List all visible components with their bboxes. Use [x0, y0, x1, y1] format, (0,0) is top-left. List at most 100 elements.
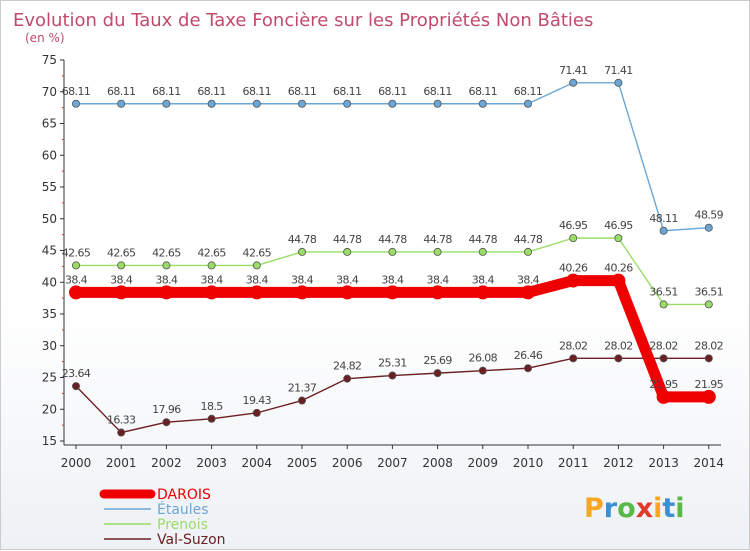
proxiti-logo: Proxiti [584, 493, 685, 524]
data-label: 21.95 [649, 378, 678, 391]
data-label: 28.02 [559, 339, 588, 352]
data-point [343, 247, 352, 256]
data-label: 38.4 [246, 273, 269, 286]
data-label: 68.11 [423, 85, 452, 98]
x-tick-label: 2008 [422, 456, 453, 470]
data-point [297, 396, 306, 405]
data-point [207, 261, 216, 270]
x-tick-label: 2000 [61, 456, 92, 470]
x-tick-label: 2003 [196, 456, 227, 470]
data-point [162, 261, 171, 270]
x-ticks: 2000 2001 2002 2003 2004 2005 2006 2007 2008 2009… [61, 445, 724, 470]
data-label: 26.46 [514, 349, 543, 362]
x-tick-label: 2007 [377, 456, 408, 470]
data-label: 40.26 [559, 262, 588, 275]
y-ticks: 15 20 25 30 35 40 45 50 55 60 65 70 75 [42, 53, 64, 448]
data-point [478, 366, 487, 375]
data-point [297, 99, 306, 108]
data-label: 42.65 [62, 246, 91, 259]
data-label: 68.11 [197, 85, 226, 98]
legend-label: DAROIS [157, 487, 211, 503]
y-tick-label: 75 [42, 53, 57, 67]
data-label: 25.31 [378, 357, 407, 370]
data-point [114, 285, 129, 300]
x-tick-label: 2012 [603, 456, 634, 470]
data-point [475, 285, 490, 300]
data-point [388, 247, 397, 256]
data-point [433, 99, 442, 108]
data-point [385, 285, 400, 300]
data-label: 68.11 [152, 85, 181, 98]
data-label: 71.41 [604, 64, 633, 77]
data-point [656, 389, 671, 404]
x-tick-label: 2002 [151, 456, 182, 470]
legend-label: Étaules [157, 501, 209, 518]
data-label: 40.26 [604, 262, 633, 275]
legend-label: Val-Suzon [157, 532, 226, 548]
data-label: 38.4 [472, 273, 495, 286]
data-label: 26.08 [469, 352, 498, 365]
data-point [117, 99, 126, 108]
y-tick-label: 15 [42, 434, 57, 448]
y-tick-label: 20 [42, 402, 57, 416]
data-label: 68.11 [469, 85, 498, 98]
y-tick-label: 65 [42, 117, 57, 131]
data-point [569, 354, 578, 363]
x-tick-label: 2013 [648, 456, 679, 470]
data-point [252, 261, 261, 270]
y-tick-label: 30 [42, 339, 57, 353]
y-tick-label: 50 [42, 212, 57, 226]
x-tick-label: 2004 [242, 456, 273, 470]
logo-letter: r [604, 493, 618, 524]
x-tick-label: 2001 [106, 456, 137, 470]
y-tick-label: 25 [42, 371, 57, 385]
data-point [478, 99, 487, 108]
series-layer [69, 78, 716, 437]
legend-label: Prenois [157, 517, 208, 533]
y-tick-label: 35 [42, 307, 57, 321]
data-point [659, 226, 668, 235]
y-tick-label: 40 [42, 275, 57, 289]
data-label: 48.59 [695, 209, 724, 222]
data-point [117, 261, 126, 270]
data-point [521, 285, 535, 300]
data-label: 38.4 [65, 273, 88, 286]
data-point [433, 369, 442, 378]
data-label: 71.41 [559, 64, 588, 77]
data-point [117, 428, 126, 437]
data-point [611, 273, 626, 288]
data-point [340, 285, 355, 300]
y-tick-label: 60 [42, 148, 57, 162]
data-point [343, 99, 352, 108]
x-tick-label: 2006 [332, 456, 363, 470]
data-point [569, 78, 578, 87]
data-point [430, 285, 445, 300]
data-point [297, 247, 306, 256]
data-point [614, 234, 623, 243]
data-label: 16.33 [107, 414, 136, 427]
data-point [162, 99, 171, 108]
data-point [569, 234, 578, 243]
logo-letter: x [636, 493, 653, 524]
data-label: 68.11 [333, 85, 362, 98]
data-point [249, 285, 264, 300]
data-label: 21.95 [695, 378, 724, 391]
y-tick-label: 45 [42, 244, 57, 258]
data-point [162, 418, 171, 427]
logo-letter: o [617, 493, 636, 524]
y-tick-label: 55 [42, 180, 57, 194]
data-label: 38.4 [110, 273, 133, 286]
data-label: 38.4 [155, 273, 178, 286]
x-tick-label: 2014 [694, 456, 725, 470]
data-label: 42.65 [107, 246, 136, 259]
x-tick-label: 2011 [558, 456, 589, 470]
data-label: 23.64 [62, 367, 91, 380]
chart-title: Evolution du Taux de Taxe Foncière sur l… [13, 10, 593, 31]
data-label: 28.02 [649, 339, 678, 352]
data-label: 38.4 [201, 273, 224, 286]
y-tick-label: 70 [42, 85, 57, 99]
data-point [388, 99, 397, 108]
data-point [524, 364, 533, 373]
data-label: 44.78 [469, 233, 498, 246]
